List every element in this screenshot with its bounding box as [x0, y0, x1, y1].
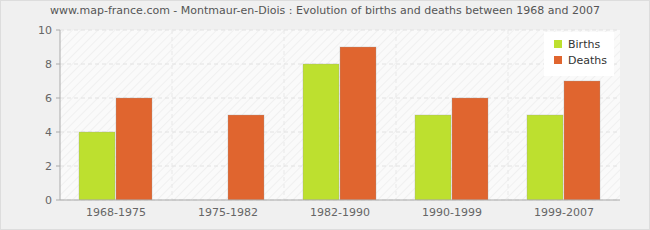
- chart-container: www.map-france.com - Montmaur-en-Diois :…: [0, 0, 650, 230]
- legend-label: Births: [568, 38, 600, 51]
- bar: [228, 115, 264, 200]
- x-axis: [60, 200, 620, 201]
- y-tick-label: 8: [45, 58, 52, 71]
- x-tick-label: 1999-2007: [534, 206, 594, 219]
- bar: [116, 98, 152, 200]
- x-tick-label: 1982-1990: [310, 206, 370, 219]
- y-tick-label: 6: [45, 92, 52, 105]
- bar: [79, 132, 115, 200]
- tick-mark: [56, 30, 60, 31]
- bar: [564, 81, 600, 200]
- x-tick-label: 1975-1982: [198, 206, 258, 219]
- title: www.map-france.com - Montmaur-en-Diois :…: [50, 4, 600, 17]
- tick-mark: [56, 64, 60, 65]
- legend-swatch: [554, 56, 562, 64]
- y-tick-label: 10: [38, 24, 52, 37]
- x-tick-label: 1968-1975: [86, 206, 146, 219]
- v-grid-line: [172, 30, 173, 200]
- v-grid-line: [284, 30, 285, 200]
- grid-line: [60, 200, 620, 201]
- bar: [452, 98, 488, 200]
- legend-box: [544, 32, 614, 76]
- legend-swatch: [554, 40, 562, 48]
- legend-label: Deaths: [568, 54, 607, 67]
- tick-mark: [56, 166, 60, 167]
- grid-line: [60, 30, 620, 31]
- plot-area: [60, 30, 620, 200]
- tick-mark: [56, 200, 60, 201]
- y-tick-label: 0: [45, 194, 52, 207]
- background: [1, 1, 650, 230]
- bar: [303, 64, 339, 200]
- v-grid-line: [508, 30, 509, 200]
- y-tick-label: 4: [45, 126, 52, 139]
- v-grid-line: [396, 30, 397, 200]
- x-tick-label: 1990-1999: [422, 206, 482, 219]
- chart-svg: www.map-france.com - Montmaur-en-Diois :…: [0, 0, 650, 230]
- y-axis: [60, 30, 61, 200]
- bars: [79, 47, 600, 200]
- bar: [527, 115, 563, 200]
- tick-mark: [56, 132, 60, 133]
- tick-mark: [56, 98, 60, 99]
- bar: [415, 115, 451, 200]
- y-tick-label: 2: [45, 160, 52, 173]
- bar: [340, 47, 376, 200]
